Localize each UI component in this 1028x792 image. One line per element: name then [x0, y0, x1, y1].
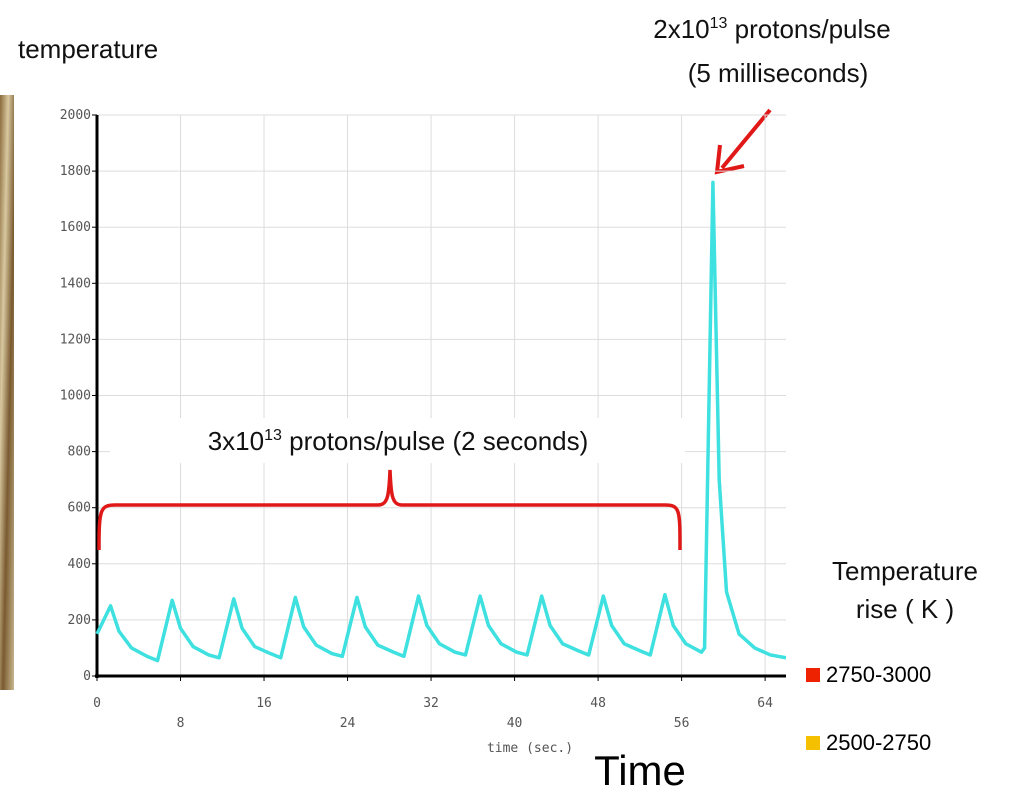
big-x-label: Time — [594, 747, 686, 792]
bracket — [97, 469, 682, 551]
x-axis-label: time (sec.) — [487, 741, 573, 756]
annotation: 2x1013 protons/pulse — [653, 14, 891, 44]
annotation-box — [110, 418, 685, 463]
legend-title: Temperature — [832, 556, 978, 586]
legend-swatch — [806, 736, 820, 750]
x-tick-label: 16 — [256, 696, 272, 711]
x-tick-label: 56 — [674, 716, 690, 731]
y-tick-label: 1600 — [60, 220, 91, 235]
x-tick-label: 64 — [757, 696, 773, 711]
legend: 2750-3000 2500-2750 — [806, 662, 931, 755]
legend-title: rise ( K ) — [856, 594, 954, 624]
y-tick-label: 1800 — [60, 164, 91, 179]
annotation: (5 milliseconds) — [688, 58, 869, 88]
legend-box — [786, 540, 1028, 792]
y-tick-label: 200 — [68, 613, 91, 628]
x-tick-label: 24 — [340, 716, 356, 731]
x-tick-label: 8 — [177, 716, 185, 731]
y-tick-label: 0 — [83, 669, 91, 684]
arrow — [714, 108, 772, 175]
x-tick-label: 40 — [507, 716, 523, 731]
photo-strip — [0, 95, 14, 690]
y-tick-label: 1400 — [60, 276, 91, 291]
y-tick-label: 800 — [68, 445, 91, 460]
x-tick-label: 48 — [590, 696, 606, 711]
legend-swatch — [806, 668, 820, 682]
y-tick-label: 1200 — [60, 332, 91, 347]
legend-label: 2750-3000 — [826, 662, 931, 687]
x-tick-label: 0 — [93, 696, 101, 711]
x-tick-label: 32 — [423, 696, 439, 711]
annotation: 3x1013 protons/pulse (2 seconds) — [208, 426, 589, 456]
y-tick-label: 1000 — [60, 389, 91, 404]
line — [95, 180, 787, 663]
chart-title: temperature — [18, 34, 158, 64]
y-tick-label: 400 — [68, 557, 91, 572]
legend-label: 2500-2750 — [826, 730, 931, 755]
y-tick-label: 2000 — [60, 108, 91, 123]
y-tick-label: 600 — [68, 501, 91, 516]
